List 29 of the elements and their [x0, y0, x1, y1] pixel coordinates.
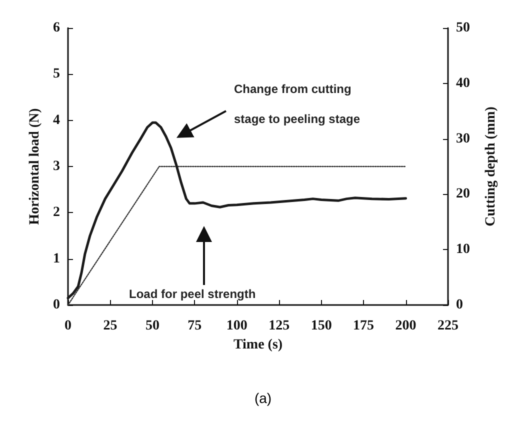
- x-tick-label: 100: [226, 318, 248, 334]
- y-tick-label: 1: [53, 251, 60, 266]
- y2-tick-label: 10: [456, 242, 470, 258]
- y-axis-title: Horizontal load (N): [28, 108, 42, 225]
- x-tick-label: 50: [145, 318, 160, 334]
- text: (a): [253, 390, 273, 406]
- x-tick-label: 75: [188, 318, 202, 334]
- y2-axis-title: Cutting depth (mm): [484, 106, 498, 226]
- y-tick-label: 6: [53, 20, 60, 36]
- x-tick-label: 125: [268, 318, 290, 334]
- y2-tick-label: 40: [456, 76, 470, 91]
- text: Change from cutting stage to peeling stage: [234, 82, 360, 126]
- x-axis-title: Time (s): [233, 337, 283, 352]
- x-tick-label: 0: [64, 318, 72, 334]
- y-tick-label: 3: [53, 159, 60, 174]
- x-tick-label: 200: [395, 318, 416, 334]
- y-tick-label: 4: [53, 112, 60, 128]
- y2-tick-label: 0: [456, 298, 463, 312]
- x-tick-label: 150: [310, 318, 332, 334]
- annotation: Load for peel strength: [129, 287, 256, 301]
- y2-tick-label: 50: [456, 20, 470, 36]
- y2-tick-label: 20: [456, 186, 470, 202]
- x-tick-label: 175: [353, 318, 374, 334]
- y-tick-label: 0: [53, 298, 60, 312]
- y-tick-label: 2: [53, 205, 60, 220]
- y2-tick-label: 30: [456, 131, 470, 146]
- y-tick-label: 5: [53, 66, 60, 82]
- x-tick-label: 225: [438, 318, 458, 334]
- x-tick-label: 25: [103, 318, 118, 334]
